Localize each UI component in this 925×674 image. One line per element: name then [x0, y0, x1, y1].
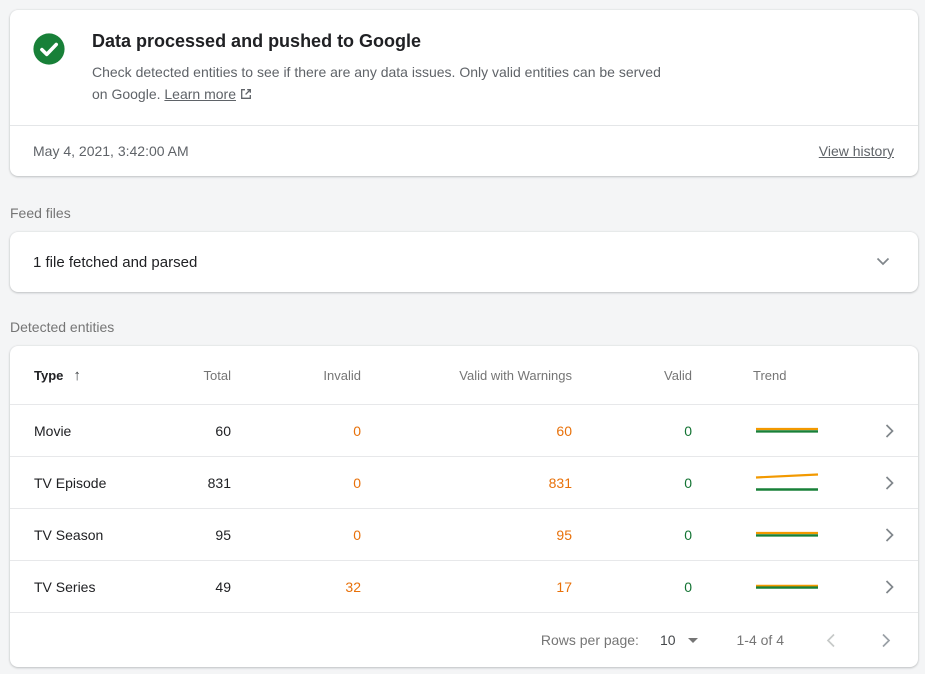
total-cell: 60 [215, 422, 231, 439]
column-header-valid[interactable]: Valid [664, 367, 692, 383]
feed-files-section-label: Feed files [10, 205, 71, 221]
next-page-button[interactable] [881, 633, 891, 648]
status-text-block: Data processed and pushed to Google Chec… [92, 31, 672, 105]
entity-type-cell: TV Series [34, 578, 96, 595]
feed-files-summary: 1 file fetched and parsed [33, 253, 198, 271]
detected-entities-card: Type ↑ Total Invalid Valid with Warnings… [10, 346, 918, 667]
invalid-cell: 0 [353, 422, 361, 439]
rows-per-page-value: 10 [659, 632, 676, 648]
status-description-text: Check detected entities to see if there … [92, 64, 661, 102]
table-row-tv-series[interactable]: TV Series 49 32 17 0 [10, 560, 918, 612]
column-header-type[interactable]: Type ↑ [34, 367, 184, 384]
column-header-trend: Trend [753, 367, 787, 383]
valid-cell: 0 [684, 422, 692, 439]
entities-table-header: Type ↑ Total Invalid Valid with Warnings… [10, 346, 918, 404]
chevron-down-icon[interactable] [876, 253, 890, 271]
column-header-total[interactable]: Total [203, 367, 231, 383]
column-header-valid-with-warnings[interactable]: Valid with Warnings [459, 367, 572, 383]
dropdown-arrow-icon [687, 637, 698, 643]
trend-sparkline [692, 419, 866, 443]
view-history-link[interactable]: View history [818, 143, 894, 159]
total-cell: 831 [207, 474, 231, 491]
valid-with-warnings-cell: 831 [548, 474, 572, 491]
previous-page-button[interactable] [826, 633, 836, 648]
status-title: Data processed and pushed to Google [92, 31, 422, 51]
trend-sparkline [692, 575, 866, 599]
chevron-right-icon[interactable] [885, 423, 894, 438]
total-cell: 95 [215, 526, 231, 543]
trend-sparkline [692, 471, 866, 495]
valid-cell: 0 [684, 474, 692, 491]
status-card: Data processed and pushed to Google Chec… [10, 10, 918, 176]
valid-cell: 0 [684, 578, 692, 595]
total-cell: 49 [215, 578, 231, 595]
entity-type-cell: TV Episode [34, 474, 107, 491]
feed-files-expander[interactable]: 1 file fetched and parsed [10, 232, 918, 292]
entity-type-cell: Movie [34, 422, 72, 439]
valid-with-warnings-cell: 17 [556, 578, 572, 595]
valid-with-warnings-cell: 60 [556, 422, 572, 439]
status-card-main: Data processed and pushed to Google Chec… [10, 10, 918, 125]
invalid-cell: 32 [345, 578, 361, 595]
chevron-right-icon[interactable] [885, 527, 894, 542]
check-circle-icon [32, 32, 66, 66]
status-description: Check detected entities to see if there … [92, 61, 672, 105]
valid-cell: 0 [684, 526, 692, 543]
table-row-tv-season[interactable]: TV Season 95 0 95 0 [10, 508, 918, 560]
invalid-cell: 0 [353, 526, 361, 543]
table-row-movie[interactable]: Movie 60 0 60 0 [10, 404, 918, 456]
valid-with-warnings-cell: 95 [556, 526, 572, 543]
chevron-right-icon[interactable] [885, 579, 894, 594]
table-row-tv-episode[interactable]: TV Episode 831 0 831 0 [10, 456, 918, 508]
sort-ascending-icon: ↑ [73, 366, 81, 384]
column-header-invalid[interactable]: Invalid [323, 367, 361, 383]
detected-entities-section-label: Detected entities [10, 319, 115, 335]
open-in-new-icon [236, 86, 252, 102]
learn-more-link[interactable]: Learn more [164, 86, 252, 102]
rows-per-page-label: Rows per page: [540, 632, 639, 648]
rows-per-page-select[interactable]: 10 [660, 632, 698, 648]
pagination-range: 1-4 of 4 [736, 632, 784, 648]
learn-more-label: Learn more [164, 86, 236, 102]
invalid-cell: 0 [353, 474, 361, 491]
column-header-type-label: Type [34, 367, 64, 383]
chevron-right-icon[interactable] [885, 475, 894, 490]
last-processed-timestamp: May 4, 2021, 3:42:00 AM [33, 143, 189, 159]
status-card-footer: May 4, 2021, 3:42:00 AM View history [10, 125, 918, 176]
table-pagination: Rows per page: 10 1-4 of 4 [10, 612, 918, 667]
trend-warning-line [755, 472, 819, 479]
entity-type-cell: TV Season [34, 526, 104, 543]
trend-sparkline [692, 523, 866, 547]
